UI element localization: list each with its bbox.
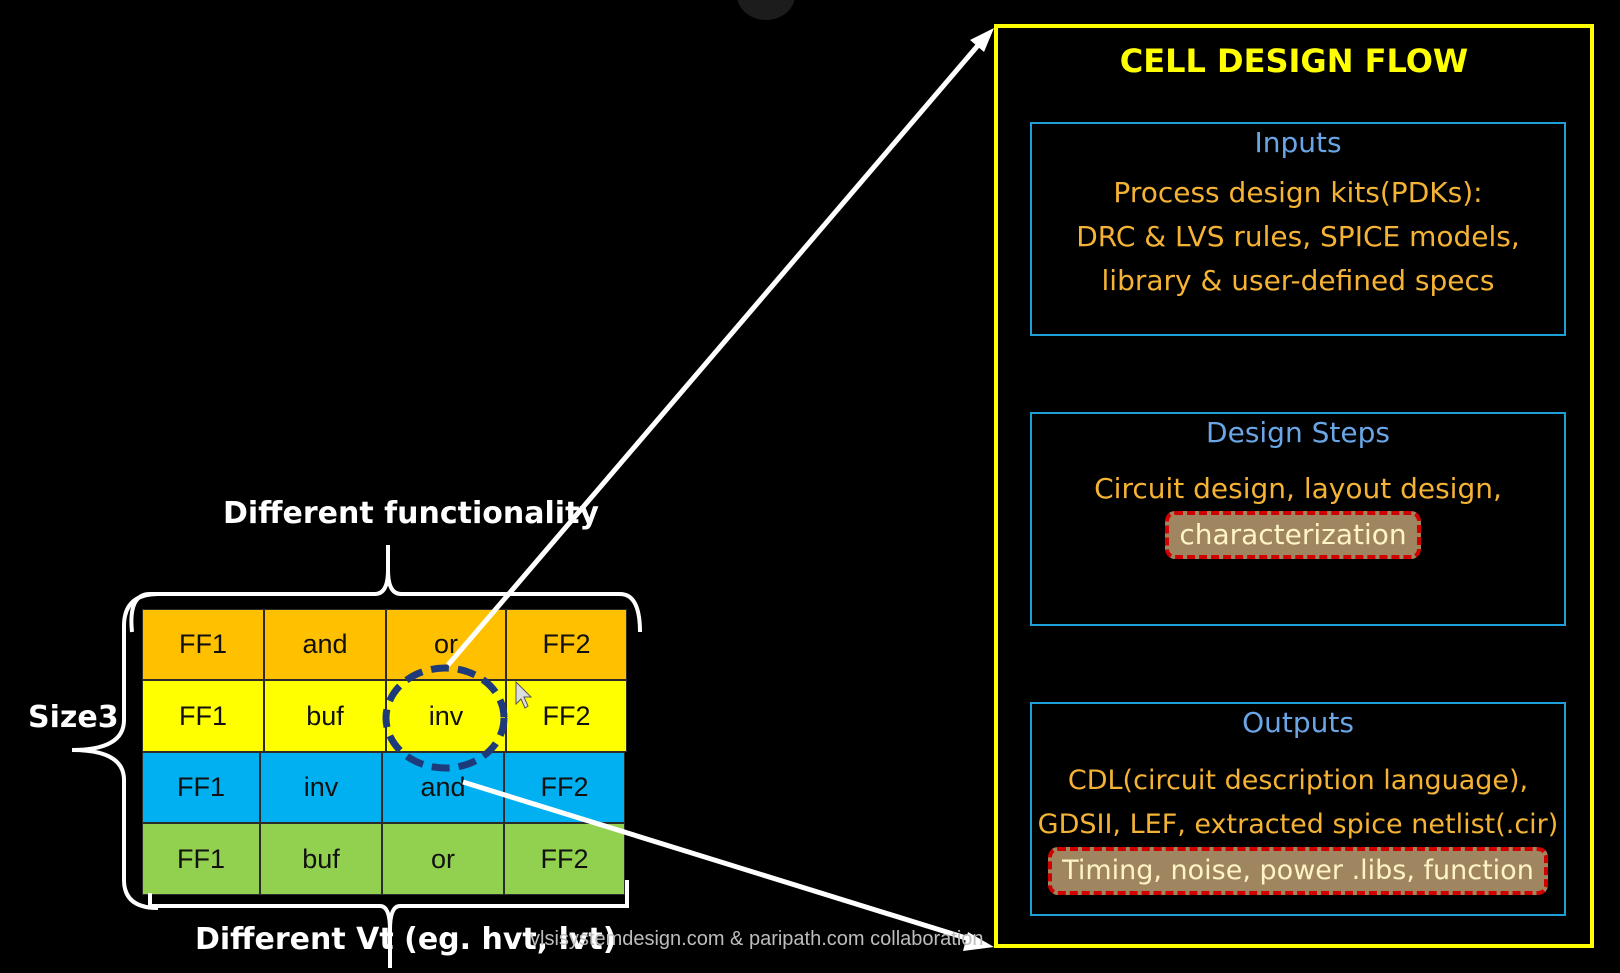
inputs-body: Process design kits(PDKs): DRC & LVS rul… [1032, 171, 1564, 303]
outputs-line: GDSII, LEF, extracted spice netlist(.cir… [1037, 809, 1559, 840]
outputs-panel: Outputs CDL(circuit description language… [1030, 702, 1566, 916]
cell-design-flow-box: CELL DESIGN FLOW Inputs Process design k… [994, 24, 1594, 948]
bottom-brace [148, 880, 629, 968]
mouse-cursor-icon [515, 680, 533, 709]
grid-cell: FF2 [504, 823, 625, 895]
top-overlay-knob [737, 0, 795, 20]
top-brace [129, 545, 642, 633]
grid-cell: or [382, 823, 504, 895]
watermark: vlsisystemdesign.com & paripath.com coll… [530, 928, 984, 950]
grid-cell: FF1 [142, 752, 260, 823]
functionality-label: Different functionality [223, 496, 599, 531]
grid-cell: FF1 [142, 823, 260, 895]
highlight-circle [382, 664, 508, 772]
inputs-line: library & user-defined specs [1101, 264, 1495, 297]
grid-cell: inv [260, 752, 382, 823]
outputs-body: CDL(circuit description language), GDSII… [1032, 759, 1564, 895]
grid-cell: FF2 [506, 609, 627, 680]
grid-cell: inv [386, 680, 506, 752]
arrow-down-line [462, 779, 983, 946]
inputs-panel: Inputs Process design kits(PDKs): DRC & … [1030, 122, 1566, 336]
grid-cell: buf [260, 823, 382, 895]
grid-cell: buf [264, 680, 386, 752]
size-label: Size3 [28, 700, 119, 735]
flow-title: CELL DESIGN FLOW [1119, 42, 1469, 80]
design-steps-title: Design Steps [1206, 416, 1390, 449]
left-brace [71, 592, 159, 910]
design-steps-panel: Design Steps Circuit design, layout desi… [1030, 412, 1566, 626]
timing-libs-highlight: Timing, noise, power .libs, function [1048, 847, 1548, 895]
grid-cell: and [264, 609, 386, 680]
outputs-title: Outputs [1242, 706, 1354, 739]
inputs-title: Inputs [1254, 126, 1342, 159]
design-steps-body: Circuit design, layout design, character… [1032, 467, 1564, 559]
grid-cell: FF1 [142, 609, 264, 680]
arrow-down-head [963, 932, 994, 951]
inputs-line: DRC & LVS rules, SPICE models, [1076, 220, 1520, 253]
outputs-line: CDL(circuit description language), [1067, 765, 1529, 796]
arrow-up-line [446, 34, 988, 667]
vt-label: Different Vt (eg. hvt, lvt) [195, 922, 617, 957]
inputs-line: Process design kits(PDKs): [1113, 176, 1483, 209]
arrow-up-head [970, 28, 994, 52]
grid-cell: FF1 [142, 680, 264, 752]
characterization-highlight: characterization [1165, 511, 1421, 559]
design-steps-line: Circuit design, layout design, [1094, 472, 1502, 505]
